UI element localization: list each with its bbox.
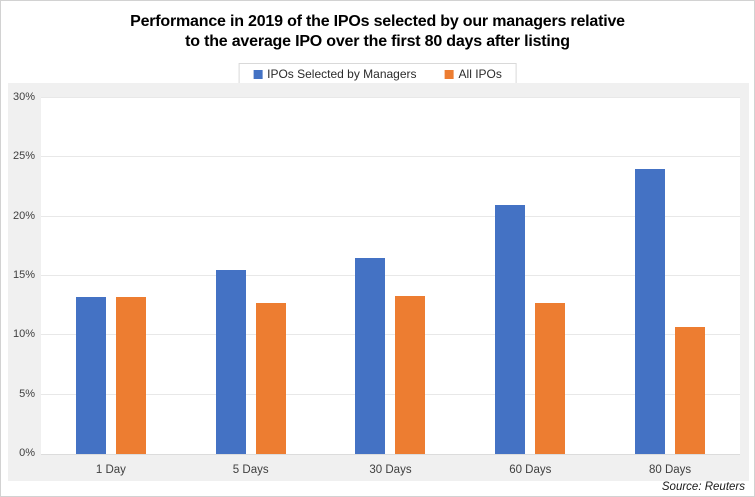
bar-group-1-day bbox=[41, 98, 181, 454]
bar-ipos-selected-by-managers-5-days bbox=[215, 270, 246, 454]
bar-ipos-selected-by-managers-60-days bbox=[495, 204, 526, 454]
y-axis-tick-15: 15% bbox=[12, 269, 35, 281]
bar-ipos-selected-by-managers-30-days bbox=[355, 258, 386, 454]
legend-label-ipos-selected-by-managers: IPOs Selected by Managers bbox=[267, 67, 417, 81]
gridline-10 bbox=[41, 334, 740, 336]
bar-group-30-days bbox=[321, 98, 461, 454]
x-axis-label-80-days: 80 Days bbox=[648, 464, 692, 476]
bar-group-60-days bbox=[460, 98, 600, 454]
chart-title-line-1: Performance in 2019 of the IPOs selected… bbox=[130, 13, 625, 30]
bar-ipos-selected-by-managers-1-day bbox=[75, 297, 106, 454]
legend-item-ipos-selected-by-managers: IPOs Selected by Managers bbox=[253, 67, 417, 81]
chart-area: 0% 5% 10% 15% 20% 25% 30% 1 Day 5 Days 30 Days 60 … bbox=[8, 83, 749, 481]
chart-title-line-2: to the average IPO over the first 80 day… bbox=[185, 33, 570, 50]
gridline-25 bbox=[41, 156, 740, 158]
y-axis-tick-0: 0% bbox=[19, 447, 35, 459]
bar-all-ipos-60-days bbox=[535, 303, 566, 454]
plot-area bbox=[41, 97, 740, 455]
y-axis-tick-30: 30% bbox=[12, 91, 35, 103]
gridline-5 bbox=[41, 393, 740, 395]
legend-swatch-orange-icon bbox=[444, 69, 454, 79]
y-axis-tick-5: 5% bbox=[19, 387, 35, 400]
x-axis-label-5-days: 5 Days bbox=[232, 464, 269, 476]
x-axis-label-30-days: 30 Days bbox=[369, 464, 412, 476]
bar-group-80-days bbox=[600, 98, 740, 454]
y-axis-tick-25: 25% bbox=[12, 150, 35, 163]
gridline-30 bbox=[41, 97, 740, 98]
legend-swatch-blue-icon bbox=[253, 69, 263, 79]
bar-all-ipos-30-days bbox=[395, 296, 426, 454]
bar-ipos-selected-by-managers-80-days bbox=[635, 169, 666, 454]
source-caption: Source: Reuters bbox=[661, 481, 745, 493]
x-axis-label-60-days: 60 Days bbox=[509, 464, 552, 476]
legend-label-all-ipos: All IPOs bbox=[458, 67, 502, 81]
legend-item-all-ipos: All IPOs bbox=[444, 67, 502, 81]
y-axis-tick-20: 20% bbox=[12, 209, 35, 222]
y-axis-tick-10: 10% bbox=[12, 328, 35, 341]
chart-title: Performance in 2019 of the IPOs selected… bbox=[1, 12, 754, 52]
bar-group-5-days bbox=[181, 98, 321, 454]
bar-all-ipos-5-days bbox=[255, 303, 286, 454]
gridline-20 bbox=[41, 215, 740, 217]
legend: IPOs Selected by Managers All IPOs bbox=[238, 63, 517, 85]
gridline-15 bbox=[41, 275, 740, 276]
bar-all-ipos-1-day bbox=[115, 297, 146, 454]
x-axis-label-1-day: 1 Day bbox=[95, 464, 126, 476]
bar-all-ipos-80-days bbox=[675, 327, 706, 454]
